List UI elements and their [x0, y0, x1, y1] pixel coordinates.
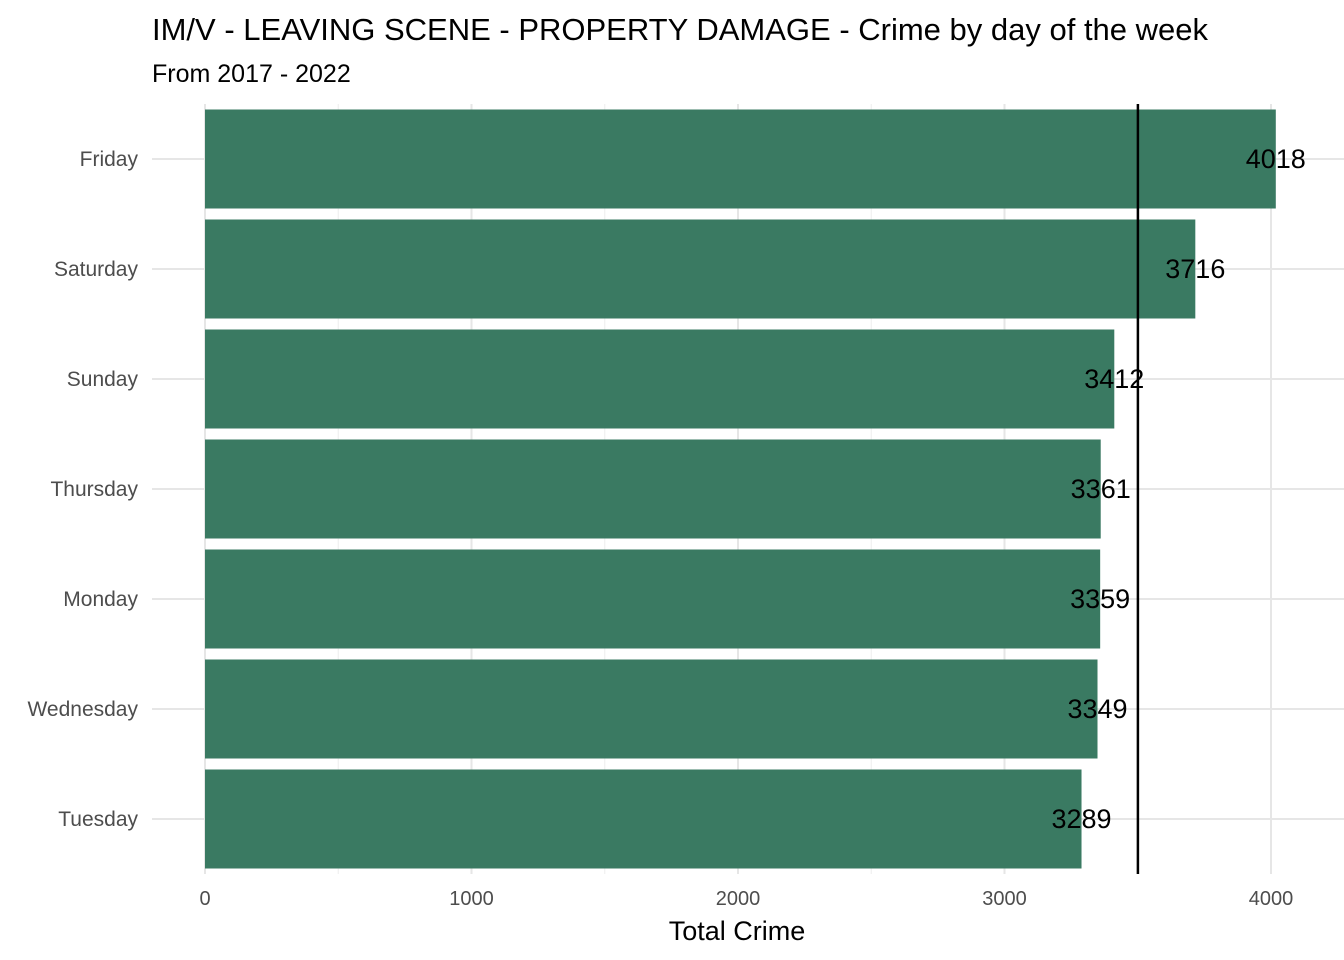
bar-tuesday	[205, 769, 1082, 869]
data-label-friday: 4018	[1246, 144, 1306, 174]
chart-subtitle: From 2017 - 2022	[152, 60, 351, 88]
data-label-monday: 3359	[1070, 584, 1130, 614]
bars	[205, 109, 1276, 869]
x-tick-labels: 0 1000 2000 3000 4000	[199, 888, 1293, 910]
y-tick-monday: Monday	[63, 588, 138, 611]
bar-sunday	[205, 329, 1115, 429]
bar-thursday	[205, 439, 1101, 539]
x-tick-0: 0	[199, 888, 210, 910]
x-tick-1000: 1000	[449, 888, 494, 910]
data-label-saturday: 3716	[1165, 254, 1225, 284]
bar-wednesday	[205, 659, 1098, 759]
x-tick-2000: 2000	[716, 888, 761, 910]
y-tick-sunday: Sunday	[67, 368, 139, 391]
y-tick-tuesday: Tuesday	[58, 808, 138, 831]
x-axis-label: Total Crime	[669, 916, 806, 946]
bar-friday	[205, 109, 1276, 209]
x-tick-3000: 3000	[982, 888, 1027, 910]
data-label-tuesday: 3289	[1051, 804, 1111, 834]
y-tick-labels: Friday Saturday Sunday Thursday Monday Wednes…	[27, 148, 138, 831]
y-tick-wednesday: Wednesday	[27, 698, 138, 721]
data-labels: 4018 3716 3412 3361 3359 3349 3289	[1051, 144, 1305, 834]
y-tick-thursday: Thursday	[50, 478, 138, 501]
y-tick-friday: Friday	[80, 148, 139, 171]
bar-monday	[205, 549, 1101, 649]
data-label-sunday: 3412	[1084, 364, 1144, 394]
chart-title: IM/V - LEAVING SCENE - PROPERTY DAMAGE -…	[152, 12, 1209, 47]
data-label-wednesday: 3349	[1067, 694, 1127, 724]
bar-saturday	[205, 219, 1196, 319]
y-tick-saturday: Saturday	[54, 258, 139, 281]
data-label-thursday: 3361	[1071, 474, 1131, 504]
x-tick-4000: 4000	[1249, 888, 1294, 910]
